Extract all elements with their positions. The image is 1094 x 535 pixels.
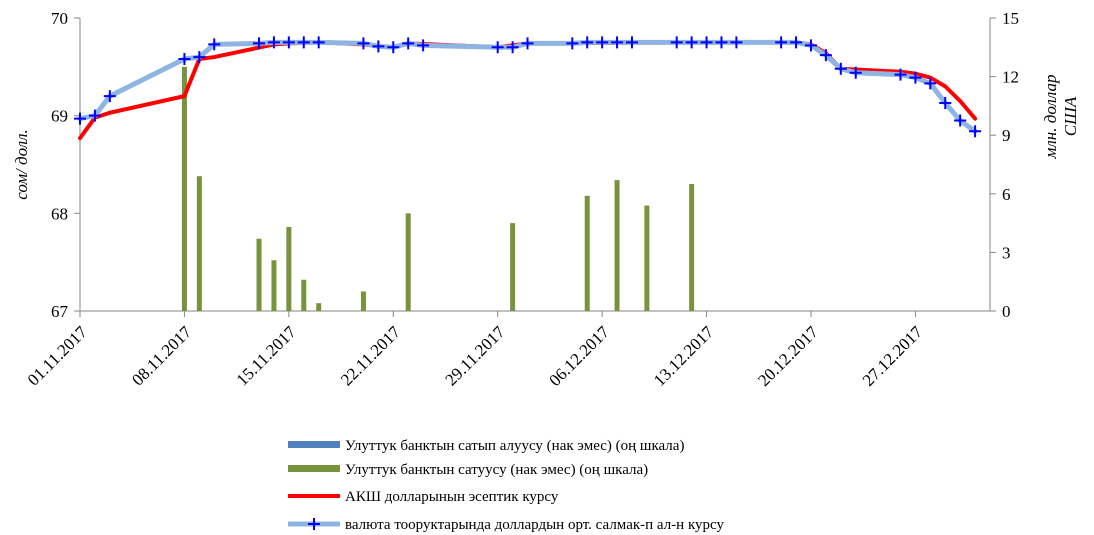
left-tick-label: 69 [51, 107, 68, 126]
axes-layer [74, 17, 996, 317]
bar [271, 260, 277, 311]
bar [510, 223, 516, 311]
bar [196, 176, 202, 311]
x-tick-label: 01.11.2017 [24, 322, 91, 389]
bar [644, 205, 650, 311]
point-marker [387, 41, 400, 54]
x-tick-label: 22.11.2017 [337, 322, 404, 389]
point-marker [819, 49, 832, 62]
left-tick-label: 67 [51, 302, 69, 321]
bar [316, 303, 322, 311]
point-marker [282, 36, 295, 49]
bars-layer [181, 66, 695, 311]
point-marker [208, 38, 221, 51]
bar [181, 66, 187, 311]
point-marker [611, 36, 624, 49]
legend-label: АКШ долларынын эсептик курсу [345, 489, 559, 505]
point-marker [775, 36, 788, 49]
point-marker [566, 37, 579, 50]
markers-layer [74, 36, 982, 138]
bar [614, 180, 620, 311]
point-marker [804, 39, 817, 52]
point-marker [312, 36, 325, 49]
point-marker [909, 71, 922, 84]
point-marker [581, 36, 594, 49]
point-marker [625, 36, 638, 49]
point-marker [357, 37, 370, 50]
x-tick-label: 27.12.2017 [859, 322, 927, 390]
point-marker [521, 37, 534, 50]
bar [689, 184, 695, 311]
bar [360, 291, 366, 311]
point-marker [969, 125, 982, 138]
point-marker [491, 41, 504, 54]
legend-label: валюта тооруктарында доллардын орт. салм… [345, 517, 724, 533]
point-marker [924, 77, 937, 90]
lines-layer [77, 39, 978, 141]
point-marker [88, 109, 101, 122]
x-tick-label: 29.11.2017 [441, 322, 508, 389]
point-marker [267, 36, 280, 49]
bar [584, 195, 590, 311]
point-marker [417, 39, 430, 52]
x-tick-label: 06.12.2017 [545, 322, 613, 390]
x-tick-label: 13.12.2017 [650, 322, 718, 390]
point-marker [700, 36, 713, 49]
right-tick-label: 15 [1002, 9, 1019, 28]
point-marker [193, 51, 206, 64]
right-tick-label: 3 [1002, 243, 1011, 262]
point-marker [596, 36, 609, 49]
point-marker [715, 36, 728, 49]
legend-swatch [288, 441, 340, 448]
x-tick-label: 08.11.2017 [128, 322, 195, 389]
bar [405, 213, 411, 311]
point-marker [74, 112, 86, 125]
legend-marker [308, 518, 320, 530]
right-tick-label: 9 [1002, 126, 1011, 145]
point-marker [253, 37, 266, 50]
point-marker [894, 68, 907, 81]
right-tick-label: 6 [1002, 185, 1011, 204]
point-marker [402, 37, 415, 50]
right-axis-title-line2: США [1061, 96, 1080, 136]
left-tick-label: 68 [51, 204, 68, 223]
bar [256, 238, 262, 311]
point-marker [954, 114, 967, 127]
point-marker [103, 90, 116, 103]
point-marker [834, 62, 847, 75]
right-axis-title-line1: млн. доллар [1041, 75, 1060, 160]
left-tick-label: 70 [51, 9, 68, 28]
point-marker [730, 36, 743, 49]
point-marker [790, 36, 803, 49]
x-tick-label: 15.11.2017 [233, 322, 300, 389]
official-rate-line [78, 40, 978, 141]
point-marker [297, 36, 310, 49]
point-marker [939, 96, 952, 109]
right-tick-label: 12 [1002, 68, 1019, 87]
bar [301, 279, 307, 311]
bar [286, 227, 292, 311]
left-axis-title: сом/ долл. [12, 129, 31, 200]
point-marker [372, 40, 385, 53]
x-tick-label: 20.12.2017 [754, 322, 822, 390]
point-marker [670, 36, 683, 49]
point-marker [178, 53, 191, 66]
legend-label: Улуттук банктын сатуусу (нак эмес) (оң ш… [345, 462, 648, 478]
legend-swatch [288, 465, 340, 472]
right-tick-label: 0 [1002, 302, 1011, 321]
legend: Улуттук банктын сатып алуусу (нак эмес) … [288, 438, 724, 533]
point-marker [506, 41, 519, 54]
point-marker [849, 66, 862, 79]
point-marker [685, 36, 698, 49]
legend-label: Улуттук банктын сатып алуусу (нак эмес) … [345, 438, 684, 454]
